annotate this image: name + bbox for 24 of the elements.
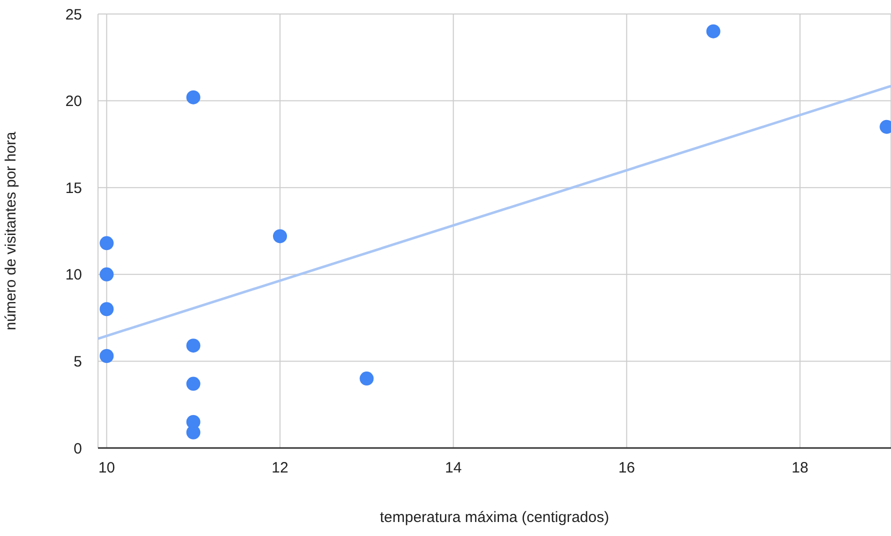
point [273, 229, 287, 244]
y-tick-label: 20 [65, 93, 82, 110]
point [100, 348, 114, 363]
y-tick-label: 5 [74, 354, 82, 371]
point [186, 425, 200, 440]
point [100, 236, 114, 250]
x-tick-label: 16 [618, 460, 636, 477]
x-tick-label: 18 [792, 460, 808, 477]
x-axis-title: temperatura máxima (centigrados) [380, 509, 610, 526]
y-tick-label: 0 [74, 440, 82, 458]
point [706, 24, 720, 38]
point [100, 302, 114, 316]
point [100, 267, 114, 282]
y-tick-label: 15 [65, 180, 82, 197]
y-axis-title: número de visitantes por hora [2, 131, 20, 330]
x-tick-label: 12 [272, 460, 288, 477]
point [186, 90, 200, 104]
x-tick-label: 10 [98, 460, 116, 477]
y-tick-label: 25 [65, 6, 82, 24]
y-tick-label: 10 [65, 266, 82, 284]
point [360, 372, 374, 386]
x-tick-label: 14 [444, 460, 462, 477]
point [186, 376, 200, 391]
point [186, 338, 200, 353]
